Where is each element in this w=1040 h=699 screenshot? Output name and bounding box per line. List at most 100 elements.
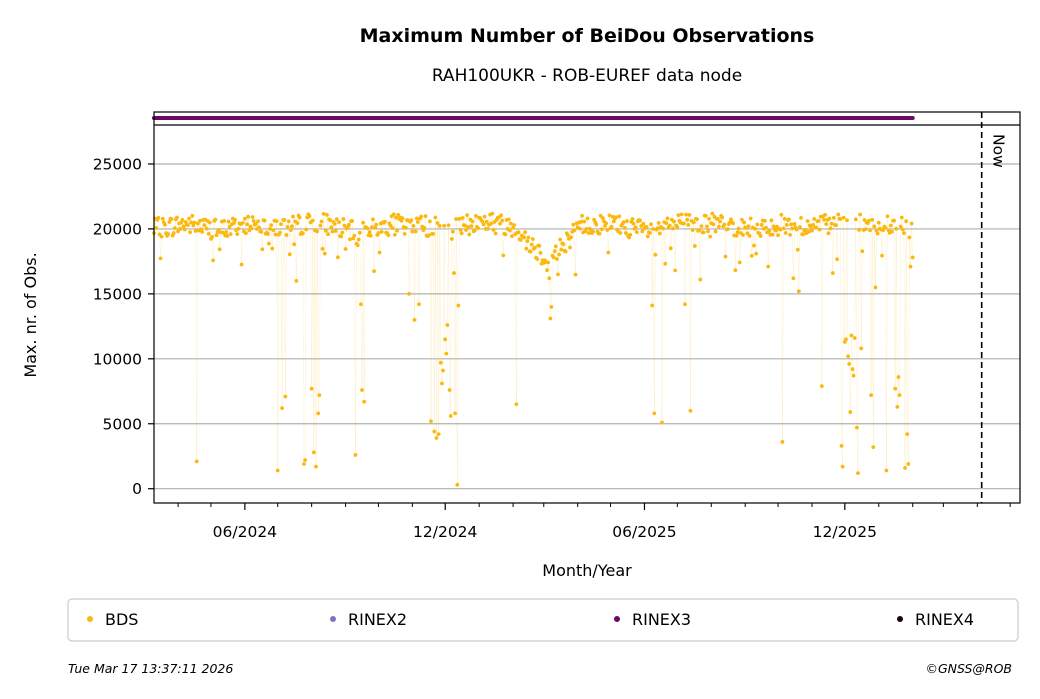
bds-connector [311,220,314,389]
bds-connector [443,225,446,340]
bds-point [440,381,444,386]
bds-point [431,232,436,236]
bds-point [280,406,284,411]
bds-point [376,231,381,235]
bds-point [734,233,739,238]
bds-connector [782,228,784,442]
bds-connector [629,221,632,235]
bds-connector [211,236,214,261]
bds-point [448,414,453,418]
bds-connector [501,220,504,256]
bds-connector [703,215,705,233]
bds-point [357,230,362,235]
bds-connector [310,222,312,389]
bds-point [668,246,673,251]
bds-connector [439,225,442,363]
bds-point [154,226,159,230]
bds-connector [862,229,864,252]
bds-connector [280,224,283,409]
bds-connector [904,221,907,468]
bds-connector [887,216,889,231]
bds-point [561,242,566,247]
bds-point [433,215,438,220]
bds-point [784,222,789,227]
bds-point [292,242,297,247]
bds-connector [304,229,307,461]
bds-connector [336,219,339,258]
bds-point [350,219,355,223]
bds-connector [858,214,861,230]
bds-point [910,255,915,260]
bds-point [437,223,442,228]
bds-point [701,230,706,235]
bds-connector [314,230,317,467]
bds-connector [454,219,457,414]
bds-point [649,222,653,227]
bds-point [819,384,824,388]
bds-connector [274,220,276,235]
bds-point [355,243,360,248]
bds-point [441,368,445,373]
bds-point [372,269,376,274]
bds-point [394,215,398,220]
bds-point [512,223,517,227]
bds-point [628,232,633,237]
bds-point [796,289,801,294]
bds-point [885,214,890,219]
bds-point [859,346,864,351]
legend-marker-bds [87,616,93,622]
bds-point [283,394,288,399]
bds-point [535,257,540,261]
bds-connector [715,218,718,232]
bds-point [720,215,725,220]
bds-connector [771,220,773,235]
plot-frame [153,111,1021,504]
bds-connector [650,224,653,306]
bds-connector [661,228,664,423]
bds-point [857,228,861,232]
bds-point [858,212,863,217]
bds-connector [283,219,286,397]
bds-connector [599,215,601,234]
y-axis-label: Max. nr. of Obs. [21,252,40,377]
bds-connector [581,215,584,233]
bds-point [845,218,849,223]
bds-connector [555,246,558,260]
bds-point [679,212,684,217]
bds-connector [600,215,603,230]
bds-point [655,226,660,231]
bds-point [194,459,199,464]
bds-connector [755,224,758,254]
bds-connector [302,233,305,465]
bds-point [735,230,740,235]
bds-connector [379,223,381,253]
bds-point [897,393,902,398]
bds-point [838,217,843,221]
bds-point [830,271,835,275]
bds-point [681,221,686,226]
bds-connector [903,233,906,468]
bds-connector [363,227,366,402]
rinex3-day-marker [910,116,915,120]
bds-point [630,217,635,221]
bds-point [432,429,437,434]
bds-connector [652,228,655,414]
bds-point [395,228,399,233]
bds-point [188,230,193,235]
bds-point [704,224,709,229]
bds-point [558,237,563,242]
bds-point [459,231,464,236]
bds-point [315,229,320,234]
bds-connector [362,222,365,402]
bds-point [341,217,346,221]
bds-connector [361,222,364,390]
bds-connector [841,445,843,467]
bds-point [275,468,280,473]
bds-connector [751,227,754,256]
bds-point [291,214,295,219]
bds-point [697,228,702,232]
bds-point [753,226,757,231]
bds-point [284,233,289,237]
bds-connector [874,226,876,288]
bds-connector [324,230,327,254]
